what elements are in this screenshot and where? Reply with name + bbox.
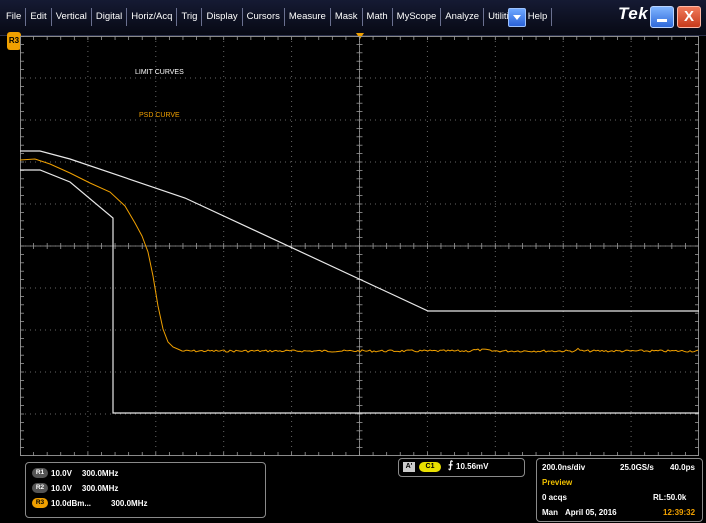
time: 12:39:32 [663,508,696,517]
menu-help[interactable]: Help [524,8,553,26]
menu-edit[interactable]: Edit [26,8,52,26]
reference-r3-marker[interactable]: R3 [7,32,21,50]
menu-digital[interactable]: Digital [92,8,128,26]
limit-curve-upper [20,150,699,312]
menu-measure[interactable]: Measure [285,8,331,26]
minimize-icon [657,19,667,22]
status-area: R1 10.0V 300.0MHz R2 10.0V 300.0MHz R3 10.0dB… [0,457,706,523]
r1-scale: 10.0V [51,468,72,478]
close-button[interactable]: X [677,6,701,28]
tek-logo: Tek [618,4,649,23]
sample-rate: 25.0GS/s [620,463,654,472]
acquisition-readout-panel[interactable]: 200.0ns/div 25.0GS/s 40.0ps Preview 0 ac… [536,458,703,522]
resolution: 40.0ps [670,463,695,472]
acquisition-count: 0 acqs [542,493,567,502]
trigger-source-badge: C1 [419,462,441,472]
limit-curve-lower [20,169,699,414]
r2-bandwidth: 300.0MHz [81,483,119,493]
r1-bandwidth: 300.0MHz [81,468,119,478]
channel-row-r2[interactable]: R2 10.0V 300.0MHz [32,483,118,495]
date: April 05, 2016 [565,508,617,517]
menu-math[interactable]: Math [363,8,393,26]
r3-bandwidth: 300.0MHz [111,498,148,508]
grid-lines [20,36,699,456]
menu-vertical[interactable]: Vertical [52,8,92,26]
r1-badge[interactable]: R1 [32,468,48,478]
channel-row-r3[interactable]: R3 10.0dBm... 300.0MHz [32,498,147,510]
menu-dropdown-button[interactable] [508,8,526,27]
waveform-display [20,36,699,456]
trigger-level: 10.56mV [456,462,489,471]
menu-list: File Edit Vertical Digital Horiz/Acq Trig Disp… [2,8,553,26]
menu-myscope[interactable]: MyScope [393,8,442,26]
chevron-down-icon [513,15,521,20]
timebase: 200.0ns/div [542,463,586,472]
channel-row-r1[interactable]: R1 10.0V 300.0MHz [32,468,118,480]
menu-file[interactable]: File [2,8,27,26]
r3-scale: 10.0dBm... [51,498,92,508]
minimize-button[interactable] [650,6,674,28]
psd-curve-label: PSD CURVE [139,112,180,119]
r2-scale: 10.0V [51,483,72,493]
menu-analyze[interactable]: Analyze [441,8,485,26]
menu-bar: File Edit Vertical Digital Horiz/Acq Trig Disp… [0,0,706,36]
psd-curve [20,158,699,353]
r3-badge[interactable]: R3 [32,498,48,508]
trigger-readout-panel[interactable]: A' C1 ⨍ 10.56mV [398,458,525,477]
channel-readout-panel[interactable]: R1 10.0V 300.0MHz R2 10.0V 300.0MHz R3 10.0dB… [25,462,266,518]
r2-badge[interactable]: R2 [32,483,48,493]
menu-cursors[interactable]: Cursors [243,8,285,26]
rising-edge-icon: ⨍ [448,460,454,471]
record-length: RL:50.0k [653,493,687,502]
menu-mask[interactable]: Mask [331,8,363,26]
acquisition-state: Preview [542,478,573,487]
trigger-mode: Man [542,508,558,517]
menu-display[interactable]: Display [202,8,243,26]
graticule[interactable] [20,36,699,456]
limit-curves-label: LIMIT CURVES [135,69,184,76]
menu-trig[interactable]: Trig [177,8,203,26]
menu-horiz-acq[interactable]: Horiz/Acq [127,8,178,26]
trigger-mode-badge: A' [403,462,415,472]
